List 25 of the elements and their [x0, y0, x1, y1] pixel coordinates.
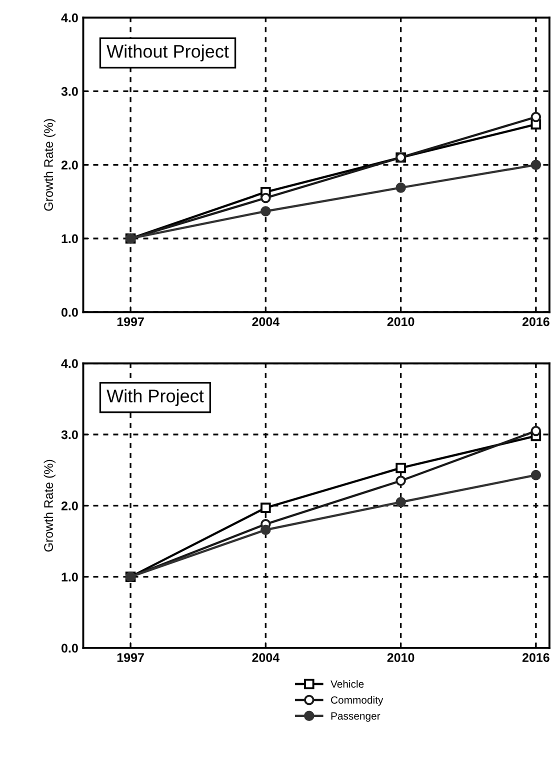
y-tick-label: 0.0: [62, 644, 78, 653]
y-tick-label: 3.0: [61, 87, 78, 96]
text: Without Project: [106, 44, 229, 62]
legend-label: Passenger: [331, 712, 380, 722]
x-tick-label: 2004: [252, 653, 280, 662]
y-tick-label: 3.0: [61, 430, 78, 440]
legend-label: Vehicle: [330, 680, 364, 688]
x-tick-label: 2010: [387, 653, 414, 662]
x-tick-label: 2004: [252, 317, 280, 326]
y-tick-label: 2.0: [61, 501, 78, 510]
text: With Project: [106, 389, 204, 406]
y-tick-label: 1.0: [62, 572, 78, 582]
y-axis-title: Growth Rate (%): [44, 119, 56, 211]
y-tick-label: 4.0: [61, 13, 78, 22]
x-tick-label: 1997: [117, 317, 144, 326]
x-tick-label: 2016: [522, 317, 550, 326]
y-tick-label: 4.0: [61, 359, 78, 368]
y-axis-title: Growth Rate (%): [44, 460, 56, 552]
x-tick-label: 2010: [387, 317, 414, 326]
legend-label: Commodity: [331, 696, 384, 706]
x-tick-label: 2016: [522, 653, 550, 662]
y-tick-label: 0.0: [62, 308, 78, 317]
x-tick-label: 1997: [117, 653, 144, 662]
y-tick-label: 1.0: [62, 234, 78, 244]
y-tick-label: 2.0: [61, 160, 78, 170]
